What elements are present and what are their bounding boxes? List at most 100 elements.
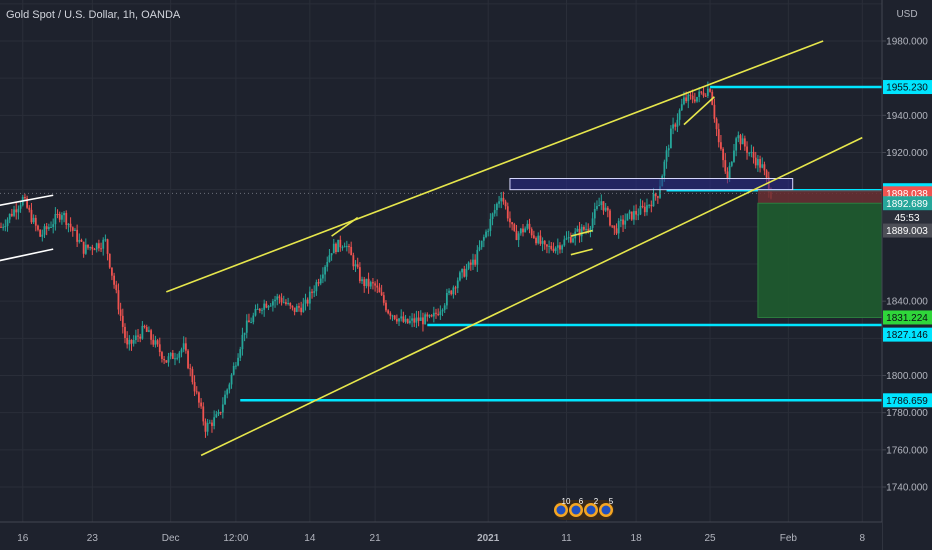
- price-tag[interactable]: 1892.689: [883, 196, 932, 211]
- event-badge-count: 2: [594, 497, 599, 506]
- price-tick-label: 1760.000: [886, 445, 928, 456]
- candle: [15, 202, 18, 220]
- price-tag[interactable]: 1827.146: [883, 327, 932, 342]
- candle: [561, 244, 564, 254]
- candle: [737, 131, 740, 143]
- candle: [411, 313, 413, 328]
- candle-body: [535, 237, 537, 244]
- candle-body: [400, 316, 403, 319]
- candle: [74, 227, 76, 232]
- candle: [352, 252, 355, 271]
- candle-body: [269, 305, 272, 307]
- candle-body: [409, 320, 411, 324]
- candle: [639, 198, 642, 216]
- candle: [32, 214, 35, 224]
- candle: [652, 187, 655, 207]
- candle-body: [739, 135, 742, 145]
- event-badge[interactable]: 6: [569, 497, 584, 517]
- price-tag[interactable]: 1955.230: [883, 80, 932, 95]
- candle-body: [741, 138, 744, 145]
- candle: [667, 144, 670, 157]
- trendline-flag-c[interactable]: [570, 248, 593, 256]
- candle-body: [726, 171, 729, 179]
- candle: [474, 254, 477, 267]
- candle-body: [478, 247, 481, 250]
- candle: [493, 204, 496, 217]
- candle: [426, 312, 429, 322]
- trendline-channel-lower[interactable]: [200, 136, 863, 457]
- event-badge[interactable]: 2: [584, 497, 599, 517]
- candle-body: [184, 343, 187, 351]
- candle: [267, 304, 270, 311]
- candle: [258, 307, 261, 314]
- candle: [485, 229, 487, 239]
- candle: [754, 151, 757, 169]
- candle-body: [84, 244, 87, 254]
- candle: [134, 329, 137, 344]
- candle-body: [224, 394, 226, 405]
- candle: [506, 202, 509, 222]
- candle-body: [435, 312, 437, 314]
- candle-body: [643, 206, 646, 213]
- candle-body: [50, 226, 52, 228]
- candle-body: [271, 301, 274, 306]
- candle-body: [687, 94, 690, 102]
- candle-body: [532, 235, 535, 238]
- candle-body: [339, 239, 342, 248]
- candle-body: [717, 129, 720, 143]
- price-tag[interactable]: 1889.003: [883, 223, 932, 238]
- trendline-left-lower[interactable]: [0, 248, 54, 264]
- trendline-channel-upper[interactable]: [166, 40, 824, 293]
- candle-body: [156, 340, 159, 345]
- candle: [459, 270, 461, 282]
- event-badge[interactable]: 5: [599, 497, 614, 517]
- candle: [448, 288, 450, 296]
- candle: [498, 196, 500, 208]
- candle-body: [713, 104, 716, 119]
- price-tag[interactable]: 45:53: [883, 210, 932, 225]
- candle: [628, 209, 631, 220]
- candle-body: [365, 278, 368, 286]
- trendline-flag-a[interactable]: [331, 216, 359, 237]
- candle-body: [0, 226, 2, 228]
- trendline-flag-d[interactable]: [683, 96, 715, 126]
- candle-body: [709, 88, 711, 92]
- candle-body: [372, 282, 374, 284]
- candle-body: [315, 282, 318, 292]
- price-tag[interactable]: 1786.659: [883, 393, 932, 408]
- candle: [746, 141, 748, 160]
- candle-body: [417, 317, 420, 321]
- candle-body: [746, 146, 748, 153]
- candle-body: [152, 339, 155, 345]
- candle: [245, 314, 248, 339]
- price-tag-label: 1831.224: [886, 313, 928, 324]
- candle: [276, 293, 279, 306]
- candle-body: [382, 295, 385, 303]
- candle: [169, 352, 172, 360]
- candle-body: [750, 151, 753, 153]
- candle: [372, 278, 374, 290]
- candle-body: [26, 198, 28, 208]
- candle: [713, 98, 716, 123]
- trendline-flag-b[interactable]: [570, 229, 593, 237]
- candle: [158, 337, 161, 357]
- trendline-left-upper[interactable]: [0, 194, 54, 208]
- event-badge[interactable]: 10: [554, 497, 571, 517]
- candle-body: [619, 219, 622, 221]
- candle: [119, 302, 122, 321]
- candle-body: [678, 110, 681, 120]
- candle: [641, 200, 644, 209]
- candle-body: [278, 296, 281, 298]
- candle: [541, 237, 544, 252]
- candle-body: [263, 303, 266, 310]
- candle: [358, 262, 361, 284]
- candle-body: [480, 240, 483, 248]
- supply-zone-box[interactable]: [509, 178, 794, 191]
- candle: [419, 310, 422, 321]
- candle-body: [341, 247, 344, 249]
- event-badge-inner: [586, 505, 596, 515]
- price-tag[interactable]: 1831.224: [883, 310, 932, 325]
- candle-body: [335, 243, 337, 253]
- candle-body: [143, 325, 146, 328]
